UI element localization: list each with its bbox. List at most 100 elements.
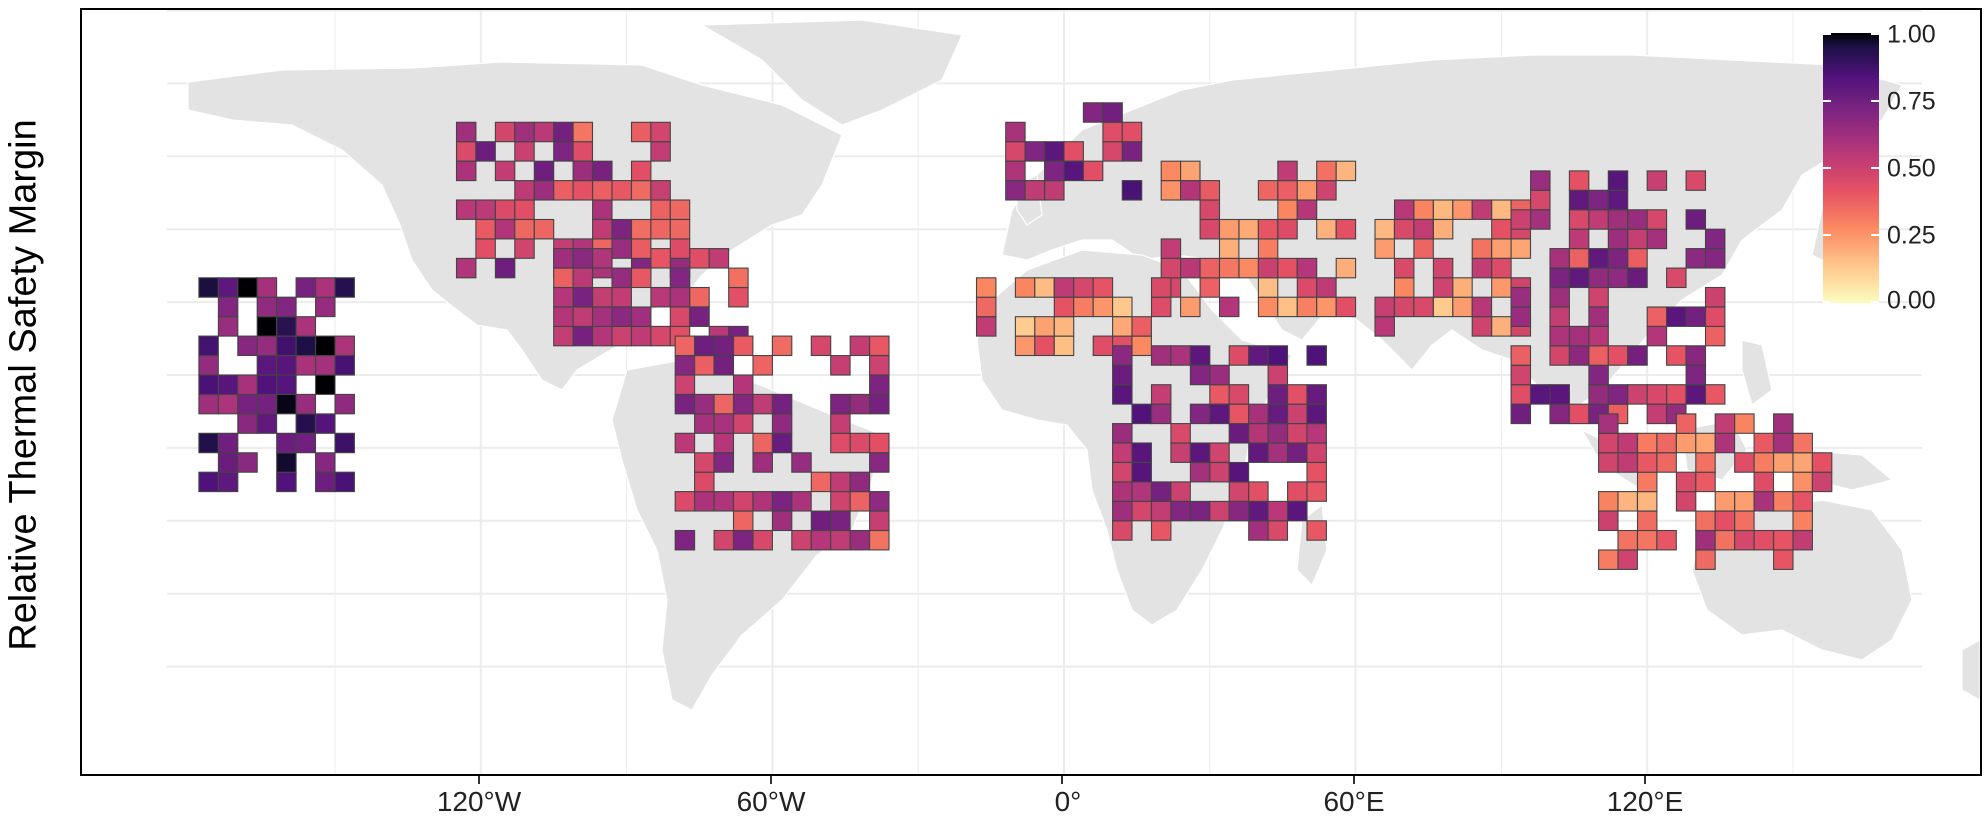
legend-tick-label: 1.00 bbox=[1887, 20, 1936, 49]
tsm-cell bbox=[1588, 345, 1609, 366]
tsm-cell bbox=[1792, 529, 1813, 551]
tsm-cell bbox=[455, 160, 477, 182]
tsm-cell bbox=[1316, 180, 1337, 201]
tsm-cell bbox=[791, 529, 812, 551]
tsm-cell bbox=[217, 432, 239, 454]
tsm-cell bbox=[217, 277, 239, 298]
tsm-cell bbox=[830, 471, 851, 493]
tsm-cell bbox=[1267, 520, 1289, 541]
tsm-cell bbox=[810, 510, 832, 532]
tsm-cell bbox=[1617, 491, 1638, 512]
tsm-cell bbox=[553, 121, 574, 143]
tsm-cell bbox=[1199, 218, 1221, 240]
tsm-cell bbox=[713, 432, 735, 454]
tsm-cell bbox=[1695, 432, 1716, 454]
world-map bbox=[167, 10, 1980, 774]
tsm-cell bbox=[650, 286, 671, 308]
tsm-cell bbox=[1248, 442, 1269, 463]
tsm-cell bbox=[237, 277, 258, 298]
tsm-cell bbox=[1102, 141, 1123, 162]
tsm-cell bbox=[1267, 423, 1289, 444]
tsm-cell bbox=[1636, 452, 1658, 473]
tsm-cell bbox=[1607, 228, 1629, 250]
tsm-cell bbox=[713, 335, 735, 357]
tsm-cell bbox=[674, 491, 696, 512]
tsm-cell bbox=[1666, 345, 1687, 366]
tsm-cell bbox=[650, 199, 671, 220]
tsm-cell bbox=[1189, 461, 1211, 483]
tsm-cell bbox=[1510, 384, 1532, 405]
tsm-cell bbox=[553, 248, 574, 269]
tsm-cell bbox=[1112, 423, 1133, 444]
tsm-cell bbox=[1656, 529, 1677, 551]
tsm-cell bbox=[475, 218, 496, 240]
tsm-cell bbox=[1471, 296, 1493, 318]
tsm-cell bbox=[650, 141, 671, 162]
tsm-cell bbox=[1005, 121, 1026, 143]
tsm-cell bbox=[1228, 423, 1250, 444]
tsm-cell bbox=[1393, 296, 1415, 318]
tsm-cell bbox=[1734, 510, 1755, 532]
tsm-cell bbox=[1695, 452, 1716, 473]
tsm-cell bbox=[1598, 432, 1619, 454]
tsm-cell bbox=[1685, 306, 1707, 327]
tsm-cell bbox=[650, 325, 671, 347]
tsm-cell bbox=[611, 286, 632, 308]
tsm-cell bbox=[276, 393, 297, 415]
tsm-cell bbox=[1316, 296, 1337, 318]
tsm-cell bbox=[572, 325, 594, 347]
tsm-cell bbox=[1773, 529, 1794, 551]
tsm-cell bbox=[237, 393, 258, 415]
tsm-cell bbox=[533, 160, 555, 182]
tsm-cell bbox=[1568, 325, 1590, 347]
legend-tickmark bbox=[1823, 234, 1831, 236]
tsm-cell bbox=[1228, 384, 1250, 405]
tsm-cell bbox=[1228, 500, 1250, 522]
tsm-cell bbox=[1034, 277, 1055, 298]
tsm-cell bbox=[752, 355, 773, 376]
tsm-cell bbox=[553, 180, 574, 201]
tsm-cell bbox=[1170, 345, 1191, 366]
tsm-cell bbox=[1189, 364, 1211, 386]
tsm-cell bbox=[237, 413, 258, 434]
tsm-cell bbox=[1636, 471, 1658, 493]
tsm-cell bbox=[1792, 452, 1813, 473]
tsm-cell bbox=[1005, 160, 1026, 182]
tsm-cell bbox=[572, 141, 594, 162]
tsm-cell bbox=[1277, 180, 1298, 201]
tsm-cell bbox=[198, 471, 219, 493]
tsm-cell bbox=[1491, 316, 1512, 337]
tsm-cell bbox=[689, 248, 710, 269]
tsm-cell bbox=[810, 335, 832, 357]
tsm-cell bbox=[630, 325, 652, 347]
tsm-cell bbox=[295, 413, 317, 434]
tsm-cell bbox=[975, 316, 997, 337]
tsm-cell bbox=[1598, 413, 1619, 434]
legend-tick-label: 0.00 bbox=[1887, 286, 1936, 315]
tsm-cell bbox=[771, 413, 793, 434]
tsm-cell bbox=[869, 432, 890, 454]
tsm-cell bbox=[1267, 345, 1289, 366]
tsm-cell bbox=[1335, 160, 1357, 182]
tsm-cell bbox=[1374, 218, 1395, 240]
tsm-cell bbox=[1714, 491, 1736, 512]
tsm-cell bbox=[1374, 296, 1395, 318]
tsm-cell bbox=[1180, 257, 1201, 279]
tsm-cell bbox=[830, 529, 851, 551]
tsm-cell bbox=[669, 267, 691, 289]
tsm-cell bbox=[849, 529, 871, 551]
tsm-cell bbox=[1704, 286, 1726, 308]
tsm-cell bbox=[1598, 452, 1619, 473]
tsm-cell bbox=[1695, 510, 1716, 532]
tsm-cell bbox=[1588, 267, 1609, 289]
tsm-cell bbox=[713, 355, 735, 376]
legend-tickmark bbox=[1871, 234, 1879, 236]
tsm-cell bbox=[975, 277, 997, 298]
tsm-cell bbox=[1627, 384, 1648, 405]
tsm-cell bbox=[1296, 296, 1318, 318]
tsm-cell bbox=[315, 471, 336, 493]
tsm-cell bbox=[217, 471, 239, 493]
tsm-cell bbox=[1014, 277, 1036, 298]
tsm-cell bbox=[592, 160, 613, 182]
tsm-cell bbox=[592, 199, 613, 220]
